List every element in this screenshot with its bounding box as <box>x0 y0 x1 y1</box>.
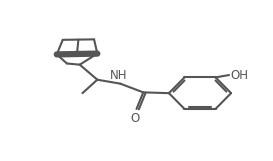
Text: O: O <box>130 113 140 125</box>
Text: NH: NH <box>110 69 128 82</box>
Text: OH: OH <box>230 69 248 81</box>
